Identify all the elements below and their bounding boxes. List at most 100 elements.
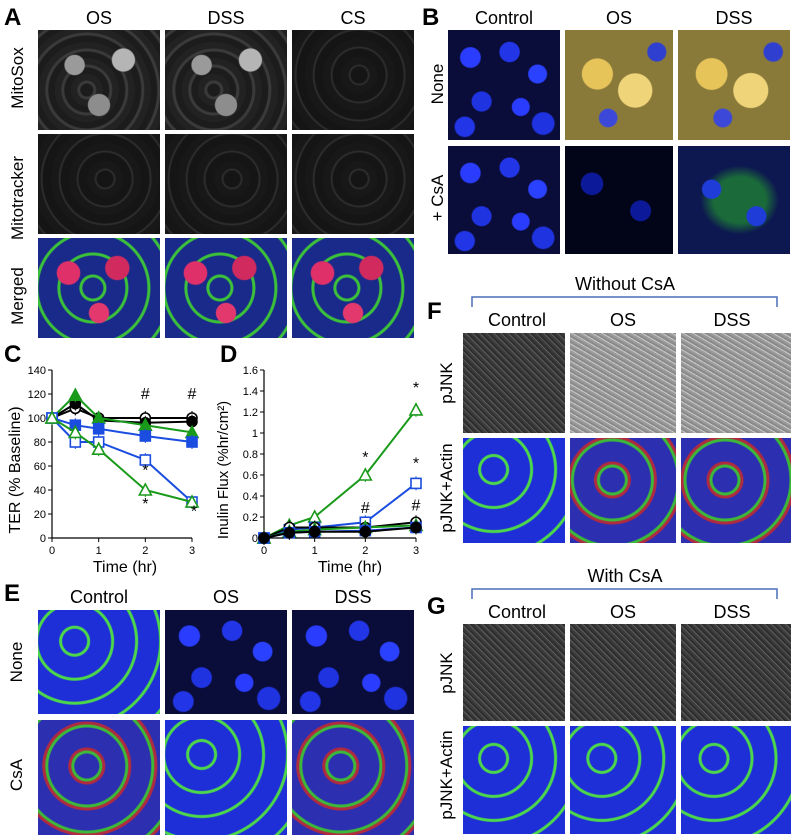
panel-a-row-mitotracker: Mitotracker (8, 155, 27, 241)
panel-f-pjnk-os-image (570, 333, 676, 433)
panel-e-row-none: None (7, 641, 26, 683)
panel-d-label: D (220, 341, 238, 368)
chart-c: TER (% Baseline) Time (hr) 0204060801001… (7, 365, 200, 576)
panel-e-col-dss: DSS (334, 587, 372, 607)
panel-a-merged-dss-image (165, 238, 287, 338)
chart-c-x-tick-label: 1 (96, 545, 102, 557)
chart-c-annotation: * (142, 496, 148, 513)
chart-d-y-tick-label: 0.4 (243, 491, 258, 503)
chart-c-annotation: * (191, 503, 197, 520)
chart-c-series-2-point (67, 387, 83, 402)
chart-c-series-5-point (67, 424, 83, 439)
chart-d-x-tick-label: 2 (362, 545, 368, 557)
chart-d: Inulin Flux (%hr/cm²) Time (hr) 0 0.2 0.4 0… (215, 365, 424, 576)
chart-c-annotation: # (188, 386, 197, 403)
panel-g-actin-dss-image (681, 726, 791, 834)
chart-c-series-5-point (137, 482, 153, 496)
chart-d-x-tick-label: 3 (413, 545, 419, 557)
chart-c-series-5-point (44, 410, 60, 424)
chart-d-ylabel: Inulin Flux (%hr/cm²) (215, 401, 232, 539)
chart-d-annotation: # (412, 498, 421, 515)
chart-d-series-5-point (258, 532, 270, 544)
panel-b-row-none: None (428, 63, 447, 105)
panel-a-mitotracker-os-image (38, 134, 160, 234)
panel-g-group-bracket (471, 588, 778, 599)
panel-g-row-pjnk-actin: pJNK+Actin (437, 730, 456, 820)
chart-d-series-5-point (359, 525, 372, 538)
panel-a-merged-os-image (38, 238, 160, 338)
panel-a-label: A (4, 4, 22, 31)
panel-e-none-os-image (165, 610, 287, 714)
panel-f-pjnk-control-image (463, 333, 565, 433)
panel-e-col-control: Control (69, 587, 129, 607)
panel-g-row-pjnk: pJNK (437, 652, 456, 694)
panel-f-col-control: Control (487, 310, 547, 330)
panel-b-col-dss: DSS (715, 8, 753, 28)
chart-d-series-1-point (410, 477, 422, 490)
panel-e-none-dss-image (292, 610, 414, 714)
chart-c-ylabel: TER (% Baseline) (7, 406, 24, 533)
panel-a-col-os: OS (85, 8, 112, 28)
panel-f-group-bracket (471, 296, 778, 307)
chart-d-series-5-point (410, 521, 422, 534)
chart-d-y-tick-label: 1 (252, 428, 258, 440)
panel-a-mitosox-cs-image (292, 30, 414, 130)
chart-d-y-tick-label: 0.2 (243, 512, 258, 524)
chart-c-series-4-point (139, 454, 152, 466)
panel-g-actin-control-image (463, 726, 565, 834)
panel-f-col-dss: DSS (713, 310, 751, 330)
chart-c-y-tick-label: 140 (28, 365, 46, 377)
panel-g-col-control: Control (487, 602, 547, 622)
chart-d-y-tick-label: 0.6 (243, 470, 258, 482)
panel-b-csa-control-image (448, 146, 560, 254)
chart-d-series-0-point (408, 402, 424, 416)
chart-c-xlabel: Time (hr) (93, 559, 157, 576)
chart-d-series-0-point (357, 467, 373, 481)
panel-b-csa-dss-image (678, 146, 790, 254)
panel-e-label: E (4, 580, 21, 607)
panel-a-mitosox-os-image (38, 30, 160, 130)
panel-b-row-csa: + CsA (428, 174, 447, 222)
chart-d-annotation: * (413, 380, 419, 397)
panel-a-col-cs: CS (340, 8, 366, 28)
chart-d-y-tick-label: 1.2 (243, 407, 258, 419)
panel-f-actin-dss-image (681, 438, 791, 543)
panel-g-col-dss: DSS (713, 602, 751, 622)
panel-g-col-os: OS (609, 602, 636, 622)
panel-e-row-csa: CsA (7, 758, 26, 792)
chart-c-y-tick-label: 20 (34, 509, 46, 521)
chart-c-series-3-point (139, 430, 152, 442)
panel-f-col-os: OS (609, 310, 636, 330)
panel-b-col-control: Control (474, 8, 534, 28)
panel-e-none-control-image (38, 610, 160, 714)
panel-b-none-control-image (448, 30, 560, 140)
panel-f-group-title: Without CsA (574, 274, 676, 294)
chart-c-series-3-point (186, 436, 198, 448)
chart-d-y-tick-label: 1.6 (243, 365, 258, 377)
panel-f-actin-control-image (463, 438, 565, 543)
chart-d-series-5-point (308, 525, 321, 538)
panel-a-merged-cs-image (292, 238, 414, 338)
panel-f-row-pjnk-actin: pJNK+Actin (437, 443, 456, 533)
panel-g-pjnk-control-image (463, 624, 565, 721)
chart-d-series-0-line (263, 409, 417, 539)
panel-a-row-mitosox: MitoSox (8, 47, 27, 109)
chart-c-y-tick-label: 80 (34, 437, 46, 449)
panel-g-pjnk-dss-image (681, 624, 791, 721)
chart-d-annotation: * (413, 456, 419, 473)
chart-c-x-tick-label: 0 (49, 545, 55, 557)
chart-c-y-tick-label: 60 (34, 461, 46, 473)
panel-c-label: C (4, 341, 22, 368)
chart-c-y-tick-label: 0 (40, 533, 46, 545)
chart-c-annotation: * (142, 463, 148, 480)
chart-d-y-tick-label: 0.8 (243, 449, 258, 461)
panel-f-pjnk-dss-image (681, 333, 791, 433)
panel-a-mitotracker-cs-image (292, 134, 414, 234)
chart-c-annotation: # (141, 386, 150, 403)
panel-f-actin-os-image (570, 438, 676, 543)
chart-d-y-tick-label: 0 (252, 533, 258, 545)
chart-c-x-tick-label: 3 (189, 545, 195, 557)
panel-e-csa-dss-image (292, 720, 414, 835)
panel-b-none-dss-image (678, 30, 790, 140)
chart-c-y-tick-label: 40 (34, 485, 46, 497)
